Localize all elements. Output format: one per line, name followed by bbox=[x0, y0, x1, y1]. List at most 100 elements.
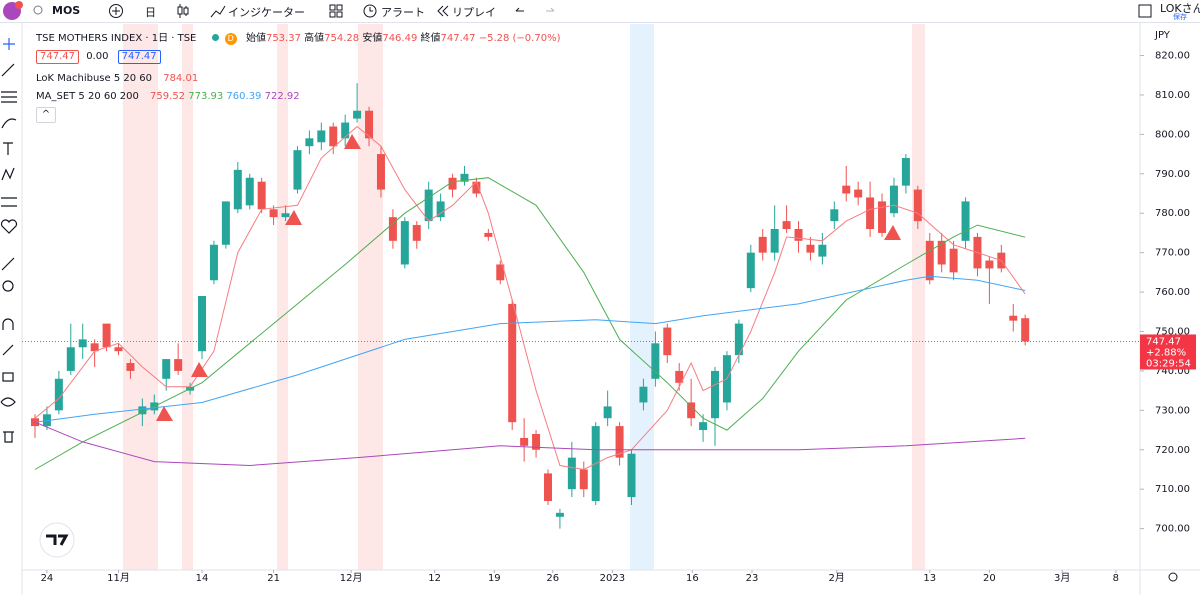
open-label: 始値 bbox=[245, 33, 266, 44]
candle-body bbox=[221, 201, 230, 245]
candle-body bbox=[174, 359, 183, 371]
x-tick-label: 23 bbox=[746, 573, 759, 584]
y-tick-label: 810.00 bbox=[1155, 90, 1190, 101]
candle-body bbox=[889, 185, 898, 214]
settings-icon[interactable] bbox=[1168, 572, 1178, 582]
instrument-title: TSE MOTHERS INDEX · 1日 · TSE bbox=[36, 33, 197, 44]
spread: 0.00 bbox=[86, 51, 109, 62]
y-tick-label: 790.00 bbox=[1155, 169, 1190, 180]
visibility-tool[interactable] bbox=[0, 397, 16, 407]
legend-boxes: 747.47 0.00 747.47 bbox=[36, 49, 560, 71]
candle-body bbox=[78, 339, 87, 348]
badge: D bbox=[224, 33, 237, 45]
indicators[interactable]: インジケーター bbox=[228, 6, 305, 19]
candle-body bbox=[854, 189, 863, 198]
magnet-tool[interactable] bbox=[2, 318, 14, 330]
fib-tool[interactable] bbox=[1, 91, 17, 103]
candle-body bbox=[162, 359, 171, 379]
layout-icon[interactable] bbox=[329, 4, 343, 18]
lock-draw-tool[interactable] bbox=[2, 344, 14, 356]
y-tick-label: 770.00 bbox=[1155, 248, 1190, 259]
triangle bbox=[884, 225, 901, 240]
x-tick-label: 2023 bbox=[600, 573, 625, 584]
candle-body bbox=[114, 347, 123, 352]
x-tick-label: 13 bbox=[923, 573, 936, 584]
candle-body bbox=[532, 433, 541, 450]
candle-body bbox=[496, 264, 505, 281]
zoom-tool[interactable] bbox=[2, 280, 14, 292]
candle-body bbox=[341, 122, 350, 139]
candle-body bbox=[901, 158, 910, 186]
search-icon[interactable] bbox=[32, 4, 46, 18]
x-tick-label: 20 bbox=[983, 573, 996, 584]
candle-body bbox=[961, 201, 970, 241]
band bbox=[182, 24, 193, 570]
forecast-tool[interactable] bbox=[1, 197, 17, 207]
symbol[interactable]: MOS bbox=[52, 4, 81, 17]
close-label: 終値 bbox=[420, 33, 441, 44]
tv-logo[interactable] bbox=[39, 522, 75, 558]
pattern-tool[interactable] bbox=[1, 167, 15, 181]
text-tool[interactable] bbox=[3, 142, 13, 155]
indicator-icon[interactable] bbox=[210, 3, 226, 19]
collapse-button[interactable]: ^ bbox=[36, 107, 56, 123]
logo[interactable] bbox=[2, 0, 24, 22]
candle-body bbox=[329, 126, 338, 147]
candle-body bbox=[937, 240, 946, 265]
candle-body bbox=[687, 402, 696, 419]
candle-body bbox=[985, 260, 994, 269]
alert-icon[interactable] bbox=[362, 3, 378, 19]
alerts[interactable]: アラート bbox=[381, 6, 425, 19]
signal-markers bbox=[156, 134, 901, 421]
signal-bands bbox=[123, 24, 925, 570]
ruler-tool[interactable] bbox=[1, 257, 15, 271]
line-tool[interactable] bbox=[1, 63, 15, 77]
crosshair-tool[interactable] bbox=[3, 38, 15, 50]
chart-type-icon[interactable] bbox=[176, 3, 190, 19]
candle-body bbox=[711, 370, 720, 419]
undo-redo[interactable] bbox=[512, 3, 562, 19]
candle-body bbox=[353, 110, 362, 119]
layout-box[interactable] bbox=[1138, 4, 1152, 18]
add-icon[interactable] bbox=[108, 3, 124, 19]
band bbox=[277, 24, 288, 570]
candle-body bbox=[746, 252, 755, 289]
plot: 700.00 710.00 720.00 730.00 740.00 750.00 760.… bbox=[22, 51, 1190, 584]
change: −5.28 (−0.70%) bbox=[478, 33, 561, 44]
candle-body bbox=[543, 473, 552, 502]
candle-body bbox=[269, 209, 278, 218]
ask-box[interactable]: 747.47 bbox=[117, 50, 161, 64]
replay[interactable]: リプレイ bbox=[452, 6, 496, 19]
x-tick-label: 12月 bbox=[340, 572, 363, 584]
lock-tool[interactable] bbox=[2, 372, 14, 382]
replay-icon[interactable] bbox=[436, 4, 450, 18]
legend: TSE MOTHERS INDEX · 1日 · TSE D 始値753.37 … bbox=[36, 31, 560, 123]
save[interactable]: 保存 bbox=[1173, 13, 1187, 21]
interval[interactable]: 日 bbox=[145, 6, 156, 19]
candle-body bbox=[794, 228, 803, 241]
brush-tool[interactable] bbox=[1, 118, 17, 129]
candle-body bbox=[424, 189, 433, 222]
user[interactable]: LOKさん bbox=[1160, 2, 1200, 15]
moving-average bbox=[34, 421, 1026, 467]
triangle bbox=[285, 210, 302, 225]
status-dot bbox=[211, 34, 219, 41]
candle-body bbox=[770, 228, 779, 253]
candle-body bbox=[66, 347, 75, 371]
y-tick-label: 760.00 bbox=[1155, 287, 1190, 298]
ma20-value: 773.93 bbox=[188, 91, 224, 102]
candle-body bbox=[209, 244, 218, 281]
delete-tool[interactable] bbox=[3, 431, 14, 443]
bid-box[interactable]: 747.47 bbox=[36, 50, 79, 64]
candle-body bbox=[699, 422, 708, 431]
candle-body bbox=[293, 150, 302, 190]
x-tick-label: 3月 bbox=[1054, 572, 1070, 584]
candle-body bbox=[198, 296, 207, 352]
shape-tool[interactable] bbox=[0, 219, 18, 234]
indicator1-value: 784.01 bbox=[163, 73, 199, 84]
candle-body bbox=[138, 406, 147, 415]
candle-body bbox=[281, 213, 290, 218]
x-tick-label: 26 bbox=[546, 573, 559, 584]
x-tick-label: 21 bbox=[267, 573, 280, 584]
